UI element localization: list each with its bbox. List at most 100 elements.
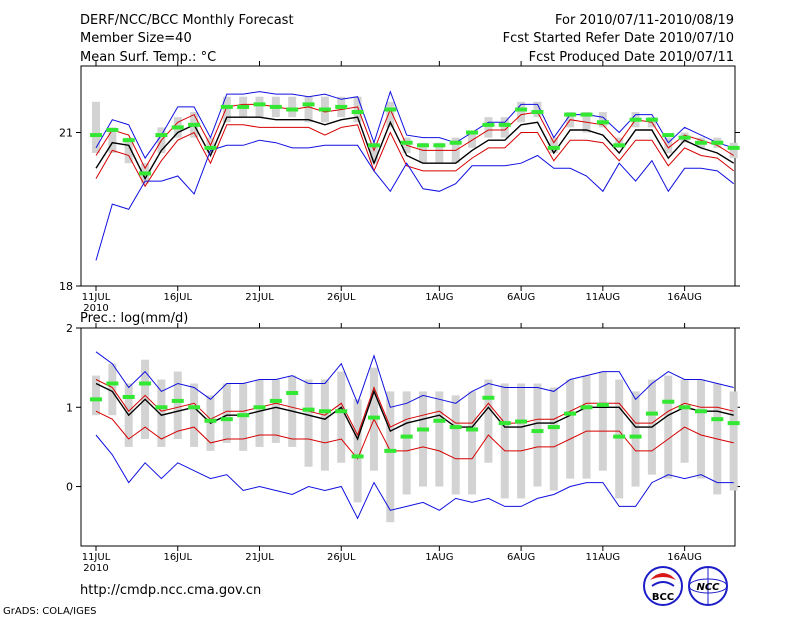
spread-box bbox=[353, 399, 362, 503]
spread-box bbox=[271, 379, 280, 443]
median-marker bbox=[449, 425, 462, 430]
median-marker bbox=[482, 395, 495, 400]
median-marker bbox=[106, 381, 119, 386]
spread-box bbox=[533, 383, 542, 487]
median-marker bbox=[433, 143, 446, 148]
x-tick-label: 26JUL bbox=[327, 552, 356, 563]
median-marker bbox=[613, 434, 626, 439]
spread-box bbox=[500, 117, 509, 138]
median-marker bbox=[286, 391, 299, 396]
median-marker bbox=[318, 107, 331, 112]
median-marker bbox=[237, 104, 250, 109]
y-tick-label: 18 bbox=[59, 280, 73, 293]
spread-box bbox=[353, 96, 362, 123]
spread-box bbox=[108, 127, 117, 153]
median-marker bbox=[629, 434, 642, 439]
series-line-mean bbox=[95, 382, 734, 441]
median-marker bbox=[139, 381, 152, 386]
median-marker bbox=[449, 140, 462, 145]
median-marker bbox=[466, 130, 479, 135]
median-marker bbox=[237, 413, 250, 418]
spread-box bbox=[664, 137, 673, 153]
median-marker bbox=[335, 409, 348, 414]
spread-box bbox=[386, 101, 395, 128]
spread-box bbox=[304, 379, 313, 467]
spread-box bbox=[124, 137, 133, 164]
median-marker bbox=[318, 409, 331, 414]
median-marker bbox=[302, 407, 315, 412]
median-marker bbox=[711, 140, 724, 145]
y-tick-label: 0 bbox=[66, 481, 73, 494]
median-marker bbox=[547, 425, 560, 430]
spread-box bbox=[549, 137, 558, 153]
spread-box bbox=[108, 363, 117, 416]
median-marker bbox=[580, 112, 593, 117]
median-marker bbox=[662, 133, 675, 138]
series-line-min bbox=[95, 139, 735, 261]
median-marker bbox=[106, 127, 119, 132]
spread-box bbox=[517, 383, 526, 499]
spread-box bbox=[696, 379, 705, 479]
median-marker bbox=[662, 399, 675, 404]
series-line-min bbox=[95, 434, 734, 520]
median-marker bbox=[727, 145, 740, 150]
spread-box bbox=[304, 96, 313, 123]
median-marker bbox=[367, 143, 380, 148]
median-marker bbox=[645, 117, 658, 122]
median-marker bbox=[351, 110, 364, 115]
spread-box bbox=[320, 379, 329, 471]
median-marker bbox=[171, 398, 184, 403]
spread-box bbox=[419, 391, 427, 487]
median-marker bbox=[515, 419, 528, 424]
ncc-logo: NCC bbox=[688, 566, 728, 606]
x-year-label: 2010 bbox=[83, 303, 108, 314]
median-marker bbox=[204, 418, 217, 423]
spread-box bbox=[533, 101, 542, 118]
median-marker bbox=[531, 429, 544, 434]
median-marker bbox=[367, 415, 380, 420]
median-marker bbox=[498, 122, 511, 127]
y-tick-label: 2 bbox=[66, 322, 73, 335]
median-marker bbox=[515, 107, 528, 112]
median-marker bbox=[580, 405, 593, 410]
median-marker bbox=[645, 411, 658, 416]
started-label: Fcst Started Refer Date 2010/07/10 bbox=[503, 31, 734, 46]
median-marker bbox=[531, 110, 544, 115]
spread-box bbox=[582, 375, 591, 479]
x-tick-label: 11JUL bbox=[82, 292, 111, 303]
median-marker bbox=[711, 417, 724, 422]
plot-frame bbox=[80, 65, 736, 287]
figure-title: DERF/NCC/BCC Monthly Forecast bbox=[80, 13, 294, 28]
spread-box bbox=[190, 383, 199, 447]
median-marker bbox=[417, 143, 429, 148]
spread-box bbox=[255, 96, 264, 118]
median-marker bbox=[122, 394, 135, 399]
ncc-logo-text: NCC bbox=[696, 582, 720, 593]
median-marker bbox=[694, 409, 707, 414]
series-line-lower bbox=[95, 124, 735, 188]
median-marker bbox=[596, 402, 609, 407]
x-tick-label: 21JUL bbox=[245, 292, 274, 303]
median-marker bbox=[400, 140, 413, 145]
temperature-panel: 18 21 11JUL 16JUL 21JUL 26JUL 1AUG 6AUG 11AUG 16A… bbox=[59, 61, 740, 314]
spread-box bbox=[402, 391, 411, 495]
spread-box bbox=[566, 379, 575, 479]
variable-label: Mean Surf. Temp.: °C bbox=[80, 50, 216, 65]
spread-box bbox=[517, 101, 526, 123]
spread-box bbox=[631, 391, 640, 487]
median-marker bbox=[335, 104, 348, 109]
x-tick-label: 6AUG bbox=[507, 552, 535, 563]
precip-title: Prec.: log(mm/d) bbox=[80, 311, 188, 326]
median-marker bbox=[384, 448, 397, 453]
produced-label: Fcst Produced Date 2010/07/11 bbox=[529, 50, 734, 65]
spread-box bbox=[598, 371, 607, 471]
spread-box bbox=[598, 112, 607, 128]
median-marker bbox=[613, 143, 626, 148]
series-line-mean bbox=[95, 116, 735, 181]
spread-box bbox=[680, 379, 689, 463]
source-url[interactable]: http://cmdp.ncc.cma.gov.cn bbox=[80, 583, 261, 598]
spread-box bbox=[157, 379, 166, 447]
median-marker bbox=[122, 138, 135, 143]
x-tick-label: 11JUL bbox=[82, 552, 111, 563]
